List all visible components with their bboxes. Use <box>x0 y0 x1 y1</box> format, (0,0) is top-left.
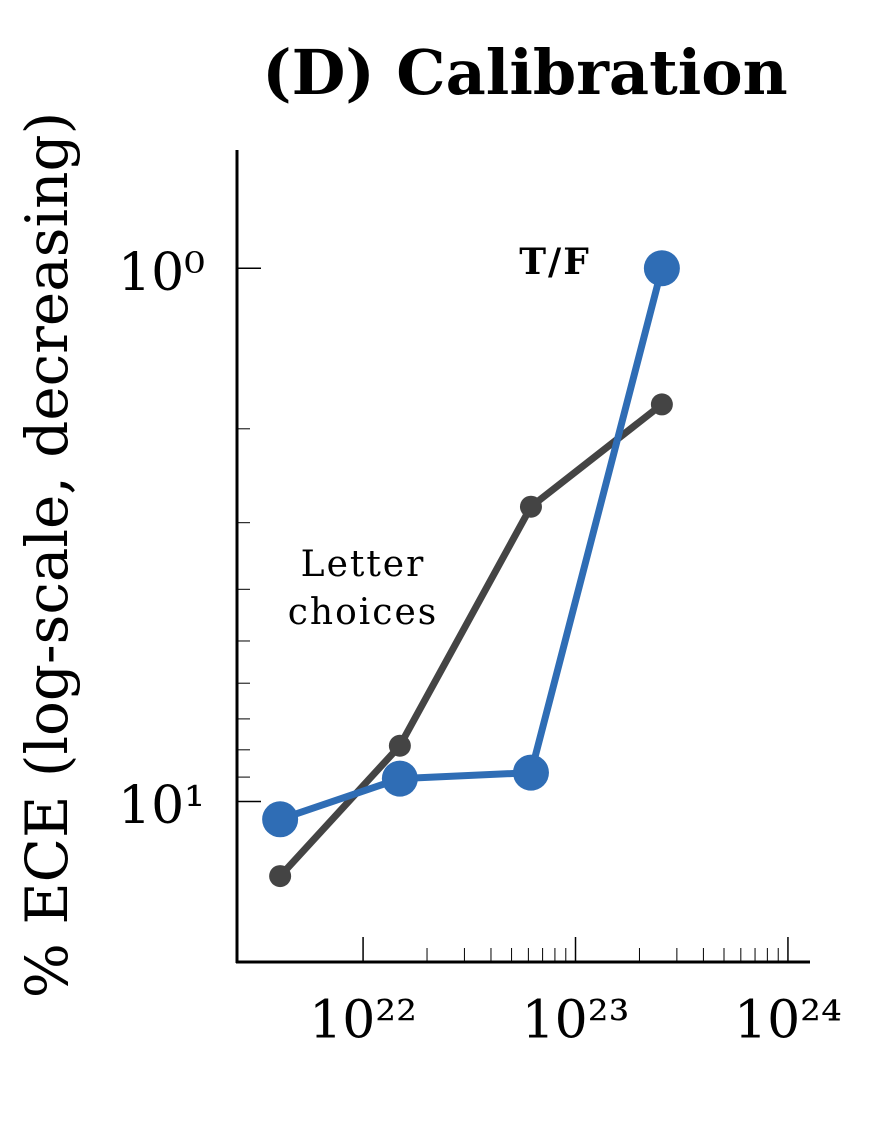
data-point <box>650 393 673 416</box>
x-tick-label: 10²³ <box>522 991 630 1051</box>
series-label: Letter choices <box>288 544 438 633</box>
data-point <box>269 865 292 888</box>
data-point <box>519 495 542 518</box>
series-line <box>279 267 666 823</box>
data-point <box>388 734 411 757</box>
series-line <box>277 401 665 879</box>
y-axis-label: % ECE (log-scale, decreasing) <box>13 112 81 998</box>
data-point <box>643 250 680 287</box>
y-tick-label: 10¹ <box>118 776 205 836</box>
x-tick-label: 10²⁴ <box>734 991 842 1051</box>
data-point <box>381 760 418 797</box>
x-tick-label: 10²² <box>309 991 417 1051</box>
chart-title: (D) Calibration <box>262 36 787 109</box>
data-point <box>262 801 299 838</box>
data-point <box>512 754 549 791</box>
y-tick-label: 10⁰ <box>118 243 205 303</box>
series-label: T/F <box>519 241 591 283</box>
